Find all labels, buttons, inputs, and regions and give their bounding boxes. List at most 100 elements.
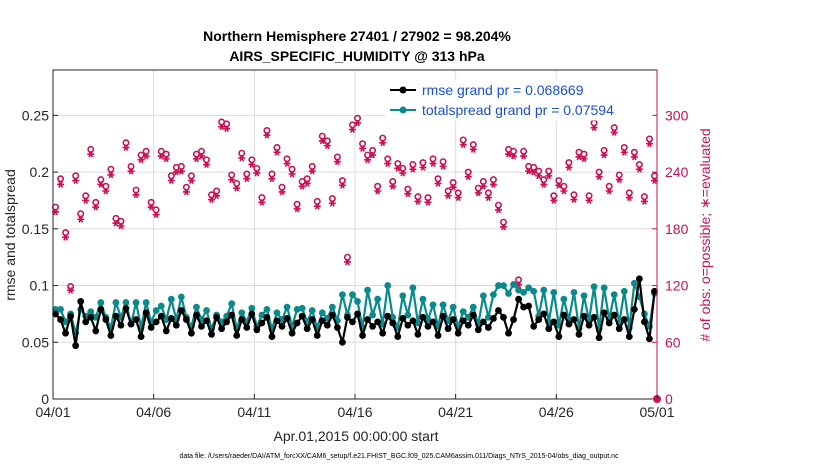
point-s3-47 [288,170,296,178]
point-s2-60 [354,114,362,122]
y-tick-label-1: 0.05 [22,334,49,350]
point-s1-75 [429,301,437,309]
point-s1-85 [479,292,487,300]
point-s0-27 [188,329,195,337]
point-s3-13 [117,222,125,230]
point-s3-4 [72,177,80,185]
point-s3-106 [585,197,593,204]
point-s2-52 [313,197,321,205]
point-s0-117 [641,318,648,326]
point-s1-113 [620,287,628,295]
y-tick-label-3: 0.15 [22,221,49,237]
point-s0-100 [555,333,563,341]
point-s0-61 [359,332,366,339]
point-s0-12 [112,312,120,320]
point-s2-27 [187,172,195,180]
point-s3-52 [313,202,321,210]
point-s2-67 [389,178,397,186]
point-s0-39 [248,310,256,318]
point-s3-83 [469,145,477,153]
point-s1-39 [248,304,256,312]
right-axis-label: # of obs: o=possible; ∗=evaluated [697,128,713,341]
point-s3-74 [424,198,432,206]
point-s3-116 [635,165,643,173]
point-s2-9 [97,176,105,184]
point-s3-78 [444,192,452,200]
point-s0-75 [429,318,437,326]
point-s3-62 [364,156,372,164]
point-s2-98 [545,167,553,175]
point-s3-41 [258,198,266,206]
point-s2-116 [635,161,643,169]
point-s3-17 [137,156,145,164]
point-s3-18 [142,152,150,160]
series-layer [52,114,661,403]
point-s1-42 [263,305,271,313]
point-s2-40 [253,164,261,172]
point-s2-65 [379,134,387,142]
point-s2-48 [293,200,301,208]
point-s2-42 [263,127,271,135]
point-s3-91 [510,152,518,160]
x-tick-label-3: 04/16 [337,404,372,420]
point-s3-36 [233,184,241,192]
point-s3-79 [449,183,457,191]
point-s2-118 [645,135,653,143]
point-s1-59 [349,291,356,299]
point-s3-93 [520,152,528,160]
point-s2-64 [374,182,382,190]
point-s2-106 [585,192,593,200]
point-s3-107 [590,124,598,132]
point-s3-98 [545,172,553,180]
point-s3-58 [343,258,351,266]
point-s3-102 [565,163,573,171]
point-s3-97 [540,180,548,188]
point-s2-28 [192,150,200,158]
point-s3-42 [263,131,271,139]
point-s0-1 [57,316,64,323]
point-s2-80 [454,189,462,197]
point-s0-25 [177,307,185,314]
point-s1-71 [409,284,417,292]
point-s2-37 [238,149,246,157]
point-s2-103 [570,191,578,199]
point-s0-22 [162,327,170,335]
point-s3-95 [530,168,538,176]
point-s2-77 [439,158,447,166]
y-tick-label-5: 0.25 [22,107,49,123]
point-s0-47 [288,329,296,337]
point-s1-55 [328,303,336,311]
point-s2-25 [177,162,185,170]
point-s0-110 [605,319,613,327]
point-s3-45 [278,188,286,196]
point-s2-47 [288,165,296,173]
point-s3-61 [359,145,367,152]
point-s3-118 [645,140,653,148]
point-s3-84 [474,189,482,197]
point-s0-105 [580,312,588,320]
point-s0-97 [540,310,548,318]
point-s0-54 [323,321,331,329]
point-s3-71 [409,165,417,173]
point-s0-64 [374,318,382,326]
point-s0-88 [495,307,502,314]
point-s0-65 [379,329,387,337]
point-s2-70 [404,185,412,193]
point-s3-60 [354,119,362,127]
point-s0-67 [389,319,397,327]
point-s0-50 [303,325,311,333]
point-s1-69 [399,292,407,300]
point-s1-111 [610,291,618,299]
point-s2-73 [419,159,427,167]
point-s2-108 [595,168,603,176]
point-s0-57 [339,338,346,346]
point-s2-93 [520,147,528,155]
x-tick-label-6: 05/01 [639,404,674,420]
point-s0-13 [117,321,125,329]
point-s0-34 [223,318,231,326]
point-s0-113 [620,316,628,323]
point-s1-64 [374,295,382,303]
point-s0-3 [67,312,75,320]
point-s2-15 [127,162,135,170]
point-s3-43 [268,175,276,183]
